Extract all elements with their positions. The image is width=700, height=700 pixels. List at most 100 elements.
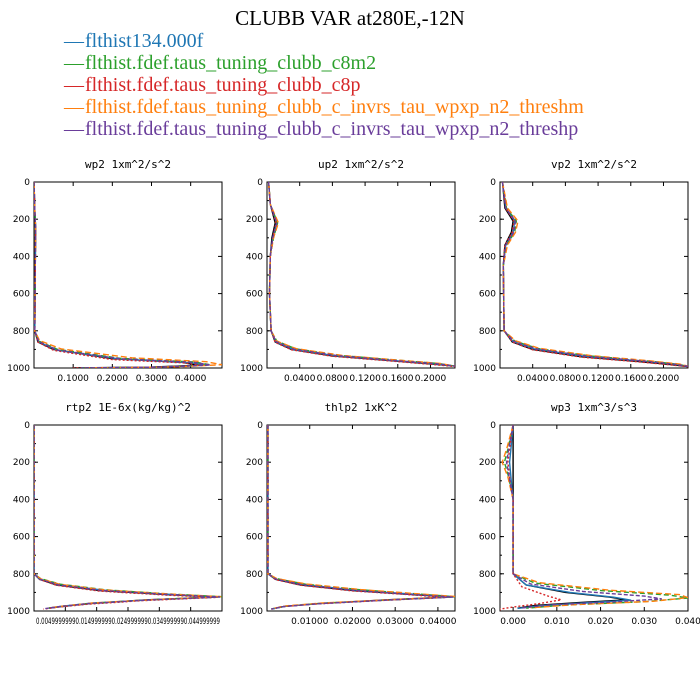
legend-label: flthist.fdef.taus_tuning_clubb_c_invrs_t…	[85, 96, 584, 118]
legend-label: flthist134.000f	[85, 30, 204, 52]
series-line	[267, 182, 455, 367]
chart-panel: up2 1xm^2/s^2 0 200 400 600 800 1000 0.0400 0.08…	[240, 158, 456, 384]
y-tick-label: 1000	[473, 607, 496, 617]
series-line	[501, 182, 688, 367]
x-tick-label: 0.00499999990.0149999990.0249999990.0349…	[36, 617, 220, 627]
legend-label: flthist.fdef.taus_tuning_clubb_c_invrs_t…	[85, 118, 579, 140]
y-tick-label: 400	[479, 495, 496, 505]
series-line	[501, 182, 688, 368]
series-line	[267, 425, 455, 610]
series-line	[34, 425, 221, 610]
x-tick-label: 0.020	[588, 617, 614, 627]
series-line	[34, 182, 203, 368]
legend-label: flthist.fdef.taus_tuning_clubb_c8m2	[85, 52, 377, 74]
y-tick-label: 600	[13, 290, 30, 300]
x-tick-label: 0.010	[544, 617, 570, 627]
series-line	[34, 182, 222, 368]
plot-frame	[499, 424, 689, 612]
series-line	[501, 182, 688, 368]
panel-title: wp2 1xm^2/s^2	[85, 158, 171, 171]
legend-item: —flthist.fdef.taus_tuning_clubb_c_invrs_…	[64, 118, 584, 140]
y-tick-label: 200	[13, 458, 30, 468]
legend: —flthist134.000f —flthist.fdef.taus_tuni…	[64, 30, 584, 140]
x-tick-label: 0.01000	[291, 617, 328, 627]
y-tick-label: 0	[257, 178, 263, 188]
y-tick-label: 200	[479, 215, 496, 225]
y-tick-label: 0	[490, 421, 496, 431]
panel-title: wp3 1xm^3/s^3	[551, 401, 637, 414]
y-tick-label: 800	[479, 570, 496, 580]
legend-item: —flthist.fdef.taus_tuning_clubb_c8m2	[64, 52, 584, 74]
series-line	[508, 425, 632, 610]
x-tick-label: 0.0400	[284, 374, 316, 384]
x-tick-label: 0.0400	[517, 374, 549, 384]
y-tick-label: 800	[13, 570, 30, 580]
y-tick-label: 0	[490, 178, 496, 188]
series-line	[34, 425, 219, 609]
chart-panel: wp3 1xm^3/s^3 0 200 400 600 800 1000 0.000 0.010…	[473, 401, 700, 627]
series-line	[501, 425, 688, 609]
y-tick-label: 600	[13, 533, 30, 543]
y-tick-label: 1000	[240, 607, 263, 617]
y-tick-label: 400	[246, 252, 263, 262]
figure-title: CLUBB VAR at280E,-12N	[235, 6, 465, 30]
series-line	[34, 182, 199, 368]
y-tick-label: 0	[24, 421, 30, 431]
y-tick-label: 1000	[473, 364, 496, 374]
series-line	[505, 425, 662, 609]
series-line	[501, 182, 688, 368]
series-line	[34, 182, 211, 368]
y-tick-label: 1000	[7, 607, 30, 617]
y-tick-label: 200	[246, 215, 263, 225]
series-line	[34, 182, 211, 368]
series-line	[34, 425, 221, 609]
legend-label: flthist.fdef.taus_tuning_clubb_c8p	[85, 74, 361, 96]
x-tick-label: 0.030	[631, 617, 657, 627]
y-tick-label: 800	[246, 570, 263, 580]
x-tick-label: 0.2000	[648, 374, 680, 384]
chart-panel: thlp2 1xK^2 0 200 400 600 800 1000 0.01000 0.020…	[240, 401, 457, 627]
y-tick-label: 800	[246, 327, 263, 337]
legend-item: —flthist.fdef.taus_tuning_clubb_c8p	[64, 74, 584, 96]
x-tick-label: 0.1200	[349, 374, 381, 384]
y-tick-label: 600	[479, 533, 496, 543]
x-tick-label: 0.000	[500, 617, 526, 627]
plot-frame	[266, 181, 456, 369]
x-tick-label: 0.1600	[615, 374, 647, 384]
panel-title: rtp2 1E-6x(kg/kg)^2	[65, 401, 191, 414]
x-tick-label: 0.1000	[57, 374, 89, 384]
series-line	[267, 182, 455, 367]
x-tick-label: 0.02000	[334, 617, 371, 627]
x-tick-label: 0.0800	[317, 374, 349, 384]
x-tick-label: 0.4000	[175, 374, 207, 384]
series-line	[500, 425, 562, 611]
y-tick-label: 800	[479, 327, 496, 337]
plot-frame	[499, 181, 689, 369]
x-tick-label: 0.2000	[97, 374, 129, 384]
y-tick-label: 600	[246, 533, 263, 543]
y-tick-label: 800	[13, 327, 30, 337]
series-line	[501, 182, 688, 367]
series-line	[34, 425, 222, 609]
x-tick-label: 0.2000	[415, 374, 447, 384]
y-tick-label: 200	[13, 215, 30, 225]
series-line	[267, 425, 455, 610]
y-tick-label: 400	[479, 252, 496, 262]
x-tick-label: 0.0800	[550, 374, 582, 384]
y-tick-label: 400	[13, 495, 30, 505]
series-line	[267, 425, 453, 610]
series-line	[34, 425, 222, 609]
panel-title: vp2 1xm^2/s^2	[551, 158, 637, 171]
x-tick-label: 0.1200	[582, 374, 614, 384]
x-tick-label: 0.04000	[419, 617, 456, 627]
chart-panel: rtp2 1E-6x(kg/kg)^2 0 200 400 600 800 1000 0.00…	[7, 401, 223, 627]
x-tick-label: 0.3000	[136, 374, 168, 384]
x-tick-label: 0.1600	[382, 374, 414, 384]
y-tick-label: 200	[246, 458, 263, 468]
series-line	[267, 182, 455, 368]
y-tick-label: 1000	[240, 364, 263, 374]
panel-title: thlp2 1xK^2	[325, 401, 398, 414]
series-line	[267, 182, 455, 367]
series-line	[501, 182, 688, 367]
